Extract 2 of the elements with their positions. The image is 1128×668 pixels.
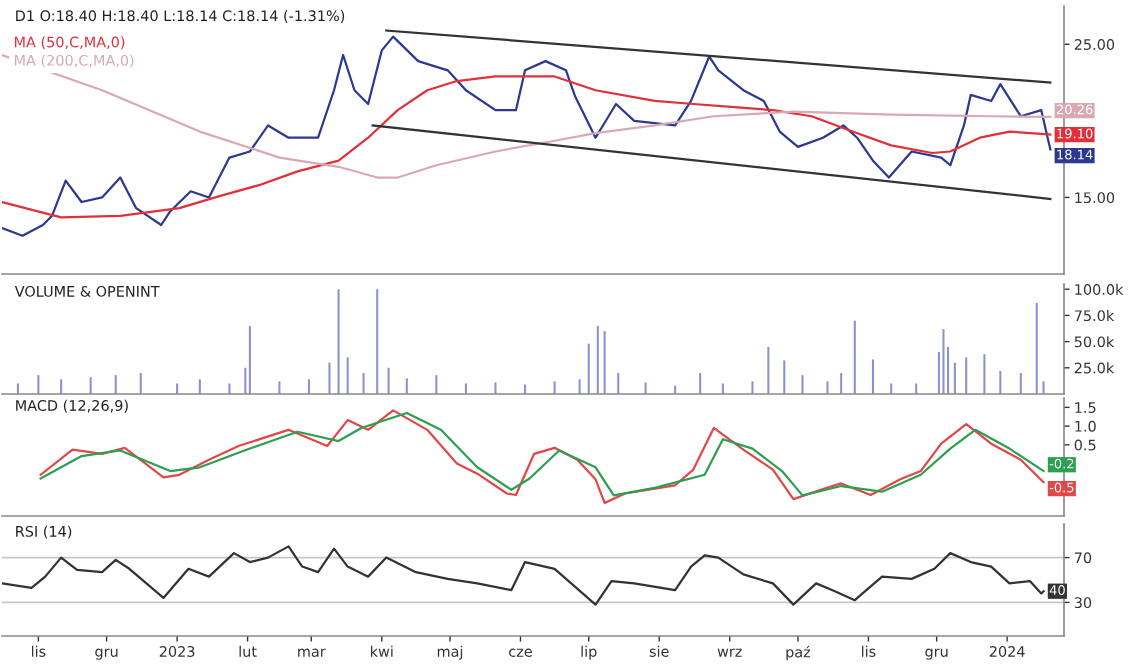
line-series	[2, 53, 1052, 179]
line-series	[2, 75, 1052, 219]
